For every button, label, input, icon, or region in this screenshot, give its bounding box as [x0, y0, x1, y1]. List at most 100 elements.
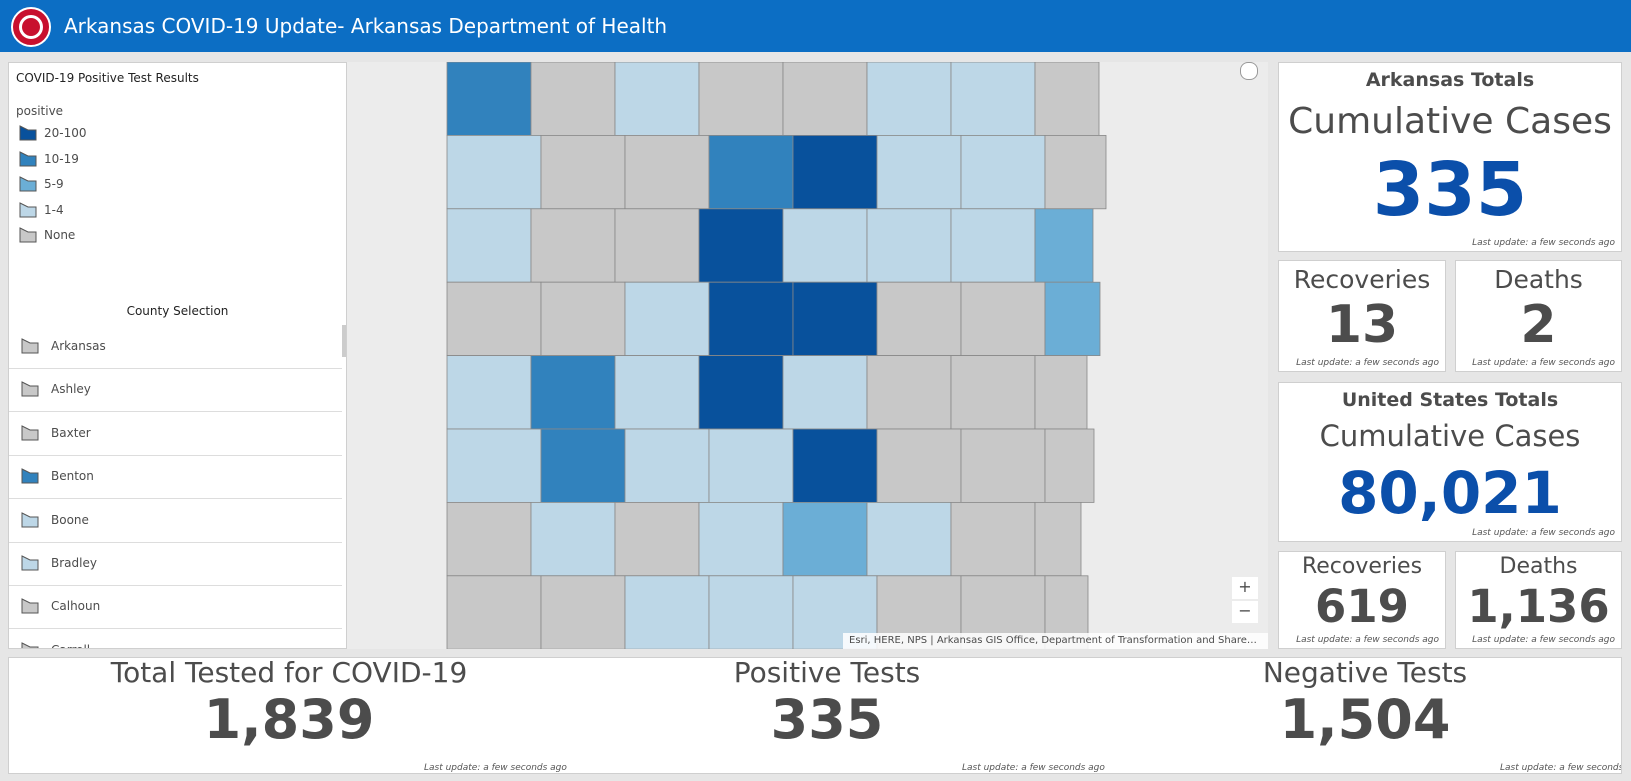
swatch — [21, 381, 39, 397]
county-shape — [698, 208, 784, 283]
county-shape — [876, 281, 962, 356]
county-shape — [446, 208, 532, 283]
scrollbar — [342, 325, 346, 357]
county-row[interactable]: Benton — [9, 455, 342, 500]
us-deaths-card: Deaths 1,136 Last update: a few seconds … — [1455, 551, 1622, 649]
card-note: Last update: a few seconds ago — [1296, 635, 1439, 645]
county-shape — [530, 501, 616, 577]
us-recoveries-card: Recoveries 619 Last update: a few second… — [1278, 551, 1446, 649]
county-name: Calhoun — [51, 599, 101, 614]
county-name: Benton — [51, 469, 94, 484]
card-note: Last update: a few seconds ago — [1472, 358, 1615, 368]
county-shape — [698, 501, 784, 577]
test-value: 1,839 — [203, 688, 375, 751]
card-label: Recoveries — [1301, 554, 1423, 579]
test-value: 1,504 — [1279, 688, 1451, 751]
swatch-shape — [21, 424, 39, 441]
county-shape — [540, 135, 626, 210]
legend-item: None — [19, 227, 219, 245]
county-row[interactable]: Baxter — [9, 412, 342, 456]
county-shape — [792, 135, 878, 210]
county-shape — [1034, 501, 1082, 577]
card-note: Last update: a few seconds ago — [1472, 635, 1615, 645]
county-shape — [446, 501, 532, 577]
county-shape — [1034, 355, 1088, 430]
legend-label: None — [44, 228, 76, 242]
county-shape — [624, 135, 710, 210]
county-shape — [614, 62, 700, 136]
swatch-shape — [19, 150, 37, 166]
swatch-shape — [19, 125, 37, 141]
county-shape — [540, 428, 626, 503]
county-shape — [866, 62, 952, 136]
swatch — [21, 338, 39, 354]
zoom-in[interactable]: + — [1232, 577, 1258, 599]
county-shape — [614, 208, 700, 283]
map-expand[interactable] — [1240, 62, 1258, 80]
swatch — [21, 468, 39, 484]
legend-panel: COVID-19 Positive Test Results positive … — [8, 62, 347, 649]
county-row[interactable]: Boone — [9, 499, 342, 543]
card-label: Cumulative Cases — [1319, 419, 1581, 453]
county-row[interactable]: Arkansas — [9, 325, 342, 369]
county-shape — [950, 62, 1036, 136]
swatch — [21, 598, 39, 614]
ar-recoveries-card: Recoveries 13 Last update: a few seconds… — [1278, 260, 1446, 372]
swatch-shape — [21, 641, 39, 648]
header-title: Arkansas COVID-19 Update- Arkansas Depar… — [64, 14, 668, 38]
test-label: Positive Tests — [733, 657, 921, 689]
swatch — [21, 511, 39, 528]
logo — [11, 7, 51, 47]
county-shape — [950, 501, 1036, 577]
swatch — [19, 125, 37, 141]
county-shape — [782, 501, 868, 577]
swatch-shape — [21, 381, 39, 397]
swatch-shape — [21, 468, 39, 484]
county-shape — [446, 62, 532, 136]
county-shape — [624, 575, 710, 649]
county-shape — [792, 428, 878, 503]
county-shape — [698, 62, 784, 136]
swatch-shape — [21, 598, 39, 614]
county-shape — [866, 355, 952, 430]
tests-panel: Total Tested for COVID-19 1,839 Last updat… — [8, 657, 1622, 774]
legend-label: 10-19 — [44, 151, 79, 166]
swatch — [19, 201, 37, 217]
county-row[interactable]: Calhoun — [9, 585, 342, 630]
swatch — [21, 641, 39, 648]
card-value: 80,021 — [1338, 459, 1562, 527]
map-canvas — [446, 62, 1107, 649]
card-title: United States Totals — [1341, 389, 1559, 411]
county-shape — [876, 135, 962, 210]
county-shape — [866, 208, 952, 283]
legend-item: 5-9 — [19, 176, 219, 194]
legend-item: 10-19 — [19, 150, 219, 169]
county-shape — [446, 355, 532, 430]
county-shape — [446, 135, 542, 210]
legend-title: COVID-19 Positive Test Results — [16, 71, 199, 85]
legend-label: 20-100 — [44, 126, 87, 140]
swatch — [21, 424, 39, 441]
county-shape — [530, 208, 616, 283]
zoom-out[interactable]: − — [1232, 601, 1258, 623]
county-row[interactable]: Carroll — [9, 629, 342, 648]
card-value: 335 — [1372, 147, 1528, 233]
test-value: 335 — [770, 688, 884, 751]
county-row[interactable]: Ashley — [9, 368, 342, 413]
swatch — [19, 150, 37, 166]
card-label: Recoveries — [1293, 265, 1431, 294]
card-note: Last update: a few seconds ago — [1296, 358, 1439, 368]
county-shape — [866, 501, 952, 577]
county-shape — [446, 575, 542, 649]
swatch — [21, 555, 39, 571]
test-indicator: Negative Tests 1,504 Last update: a few se… — [1125, 658, 1621, 773]
test-indicator: Total Tested for COVID-19 1,839 Last updat… — [49, 658, 589, 773]
county-name: Boone — [51, 512, 89, 527]
county-shape — [1044, 281, 1101, 356]
county-row[interactable]: Bradley — [9, 542, 342, 586]
us-cases-card: United States Totals Cumulative Cases 80… — [1278, 382, 1622, 542]
header: Arkansas COVID-19 Update- Arkansas Depar… — [0, 0, 1631, 52]
legend-field: positive — [16, 104, 64, 118]
